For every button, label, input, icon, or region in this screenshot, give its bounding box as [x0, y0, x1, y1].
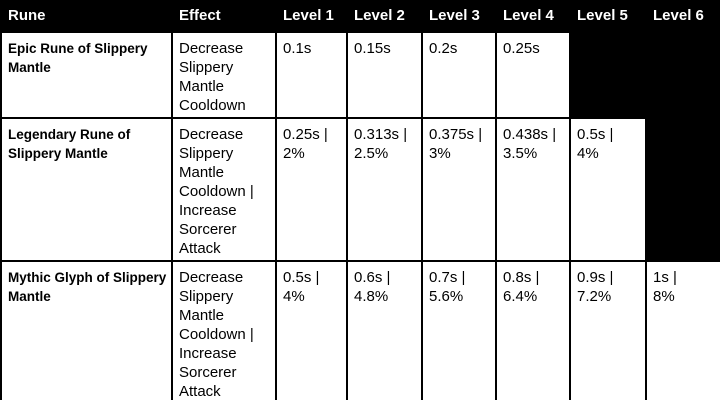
effect-cell: Decrease Slippery Mantle Cooldown | Incr… — [171, 117, 277, 262]
level-cell: 0.9s | 7.2% — [569, 260, 647, 400]
column-header-level-2: Level 2 — [346, 0, 423, 33]
header-row: Rune Effect Level 1 Level 2 Level 3 Leve… — [0, 0, 720, 33]
level-cell — [569, 31, 647, 119]
level-cell: 0.313s | 2.5% — [346, 117, 423, 262]
level-cell: 0.25s | 2% — [275, 117, 348, 262]
table-header: Rune Effect Level 1 Level 2 Level 3 Leve… — [0, 0, 720, 33]
table-row: Mythic Glyph of Slippery Mantle Decrease… — [0, 260, 720, 400]
column-header-rune: Rune — [0, 0, 173, 33]
column-header-level-4: Level 4 — [495, 0, 571, 33]
column-header-level-3: Level 3 — [421, 0, 497, 33]
level-cell: 0.2s — [421, 31, 497, 119]
level-cell: 0.15s — [346, 31, 423, 119]
rune-name-cell: Epic Rune of Slippery Mantle — [0, 31, 173, 119]
column-header-level-1: Level 1 — [275, 0, 348, 33]
level-cell — [645, 31, 720, 119]
level-cell: 0.1s — [275, 31, 348, 119]
table-row: Epic Rune of Slippery Mantle Decrease Sl… — [0, 31, 720, 119]
rune-name-cell: Legendary Rune of Slippery Mantle — [0, 117, 173, 262]
column-header-level-6: Level 6 — [645, 0, 720, 33]
table-row: Legendary Rune of Slippery Mantle Decrea… — [0, 117, 720, 262]
level-cell: 0.5s | 4% — [569, 117, 647, 262]
column-header-level-5: Level 5 — [569, 0, 647, 33]
table-body: Epic Rune of Slippery Mantle Decrease Sl… — [0, 31, 720, 400]
level-cell — [645, 117, 720, 262]
level-cell: 1s | 8% — [645, 260, 720, 400]
effect-cell: Decrease Slippery Mantle Cooldown — [171, 31, 277, 119]
level-cell: 0.5s | 4% — [275, 260, 348, 400]
rune-name-cell: Mythic Glyph of Slippery Mantle — [0, 260, 173, 400]
level-cell: 0.8s | 6.4% — [495, 260, 571, 400]
level-cell: 0.25s — [495, 31, 571, 119]
column-header-effect: Effect — [171, 0, 277, 33]
effect-cell: Decrease Slippery Mantle Cooldown | Incr… — [171, 260, 277, 400]
level-cell: 0.438s | 3.5% — [495, 117, 571, 262]
level-cell: 0.6s | 4.8% — [346, 260, 423, 400]
level-cell: 0.375s | 3% — [421, 117, 497, 262]
level-cell: 0.7s | 5.6% — [421, 260, 497, 400]
